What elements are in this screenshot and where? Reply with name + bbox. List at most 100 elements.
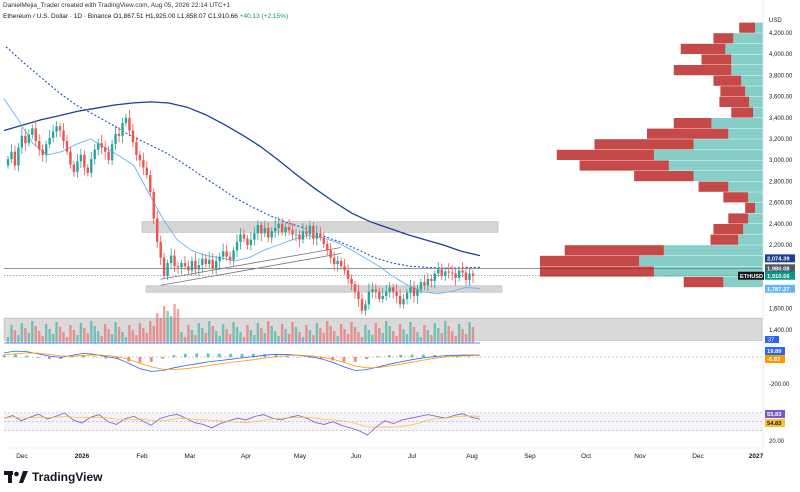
candle-body (211, 259, 214, 269)
vp-down-bar (719, 96, 750, 107)
candle-body (41, 149, 44, 155)
candle-body (412, 287, 416, 296)
time-tick-label: May (294, 453, 307, 460)
candle-body (208, 259, 211, 265)
volume-bar (416, 332, 419, 343)
price-change: +40.13 (+2.15%) (239, 13, 289, 20)
candle-body (339, 260, 343, 267)
time-axis[interactable]: Dec 2026 Feb Mar Apr May Jun Jul Aug Sep Oct Nov Dec… (4, 447, 764, 460)
macd-histogram-bar (444, 355, 448, 358)
volume-bar (62, 332, 65, 343)
ma20-line (3, 98, 481, 295)
candle-body (110, 144, 114, 161)
candle-body (6, 159, 10, 166)
candle-body (48, 137, 51, 145)
volume-bar (194, 335, 197, 343)
volume-bar (13, 330, 17, 343)
candle-body (329, 250, 332, 258)
candle-body (242, 234, 246, 239)
macd-axis-tick: -200.00 (769, 382, 790, 388)
candle-body (367, 291, 371, 305)
price-axis[interactable]: USD 4,200.00 4,000.00 3,800.00 3,600.00 3,400… (762, 0, 793, 460)
candle-body (149, 175, 152, 192)
candle-body (131, 130, 135, 143)
macd-histogram-bar (217, 353, 221, 358)
volume-bar (90, 321, 93, 343)
volume-bar (273, 331, 277, 343)
vp-down-bar (680, 43, 726, 54)
volume-bar (65, 337, 69, 343)
tradingview-logo[interactable]: TradingView (4, 470, 102, 484)
macd-label-text: -6.83 (767, 357, 781, 363)
macd-histogram-bar (399, 354, 403, 358)
price-tick-label: 2,200.00 (769, 243, 793, 249)
price-tick-label: 4,000.00 (769, 52, 793, 58)
candle-body (388, 287, 391, 292)
trendline-lower (160, 253, 342, 286)
volume-bar (225, 329, 228, 343)
vp-up-bar (748, 213, 763, 224)
candle-body (156, 218, 159, 242)
volume-bar (38, 331, 41, 343)
volume-bar (378, 328, 381, 343)
macd-histogram-bar (104, 357, 108, 359)
vp-down-bar (673, 118, 712, 129)
candle-body (239, 234, 242, 242)
candlesticks (6, 109, 475, 316)
volume-bar (298, 332, 301, 343)
volume-bar (166, 311, 169, 343)
volume-bar (450, 331, 454, 343)
candle-body (152, 192, 155, 219)
volume-bar (246, 325, 249, 343)
candle-body (256, 224, 260, 234)
candle-body (121, 123, 124, 136)
time-tick-label: Sep (524, 453, 536, 460)
candle-body (468, 273, 471, 280)
candle-body (409, 287, 412, 293)
volume-bar (76, 335, 79, 343)
volume-bar (315, 323, 319, 343)
price-tick-label: 3,400.00 (769, 116, 793, 122)
volume-bar (128, 325, 131, 343)
volume-bar (385, 321, 388, 343)
candle-body (58, 126, 62, 131)
volume-bar (326, 321, 329, 343)
vp-down-bar (728, 213, 749, 224)
candle-body (124, 117, 128, 124)
vp-down-bar (564, 245, 664, 256)
candle-body (253, 233, 256, 240)
candle-body (374, 289, 378, 292)
volume-bar (55, 322, 58, 343)
time-tick-label: 2027 (749, 453, 764, 460)
created-by-text: DanielMejia_Trader created with TradingV… (3, 2, 231, 9)
time-tick-label: Aug (466, 453, 478, 460)
macd-histogram-bar (455, 356, 459, 358)
candle-body (38, 141, 41, 150)
candle-body (294, 234, 298, 236)
candle-body (17, 147, 20, 166)
vp-down-bar (713, 224, 744, 235)
vp-up-bar (731, 54, 763, 65)
time-tick-label: Oct (581, 453, 591, 460)
macd-histogram-bar (195, 353, 199, 358)
macd-histogram-bar (376, 356, 380, 358)
candle-body (343, 266, 346, 271)
candle-body (440, 269, 443, 276)
volume-bar (433, 323, 437, 343)
volume-bar (51, 334, 55, 343)
volume-bar (395, 336, 398, 343)
macd-histogram-bar (240, 353, 244, 358)
candle-body (312, 225, 315, 239)
candle-body (20, 135, 24, 148)
candle-body (280, 223, 284, 233)
vp-down-bar (713, 75, 742, 86)
ma50-line (5, 46, 481, 269)
candle-body (385, 291, 388, 296)
candle-body (450, 272, 454, 274)
candle-body (378, 291, 381, 300)
macd-histogram-bar (353, 357, 357, 362)
vp-down-bar (710, 234, 739, 245)
volume-bar (419, 337, 423, 343)
price-zones (3, 221, 763, 341)
candle-body (76, 161, 79, 172)
